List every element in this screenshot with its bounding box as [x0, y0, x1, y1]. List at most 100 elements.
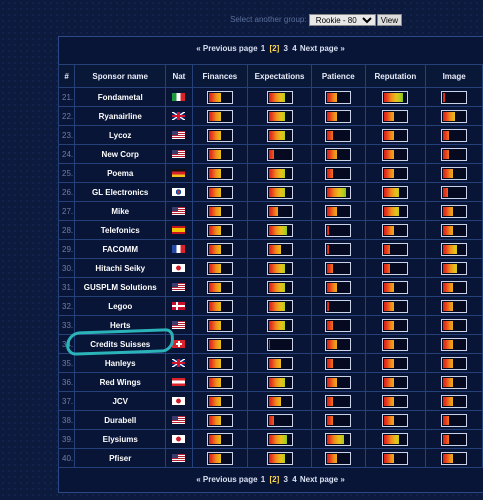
- rating-fill: [327, 187, 346, 197]
- image-cell: [425, 296, 483, 316]
- rating-fill: [268, 301, 286, 311]
- prev-page-link[interactable]: « Previous page: [196, 44, 258, 53]
- finances-cell: [191, 239, 249, 259]
- sponsor-name[interactable]: Legoo: [74, 296, 167, 316]
- sponsor-name[interactable]: FACOMM: [74, 239, 167, 259]
- sponsor-name[interactable]: Durabell: [74, 410, 167, 430]
- table-row: 27. Mike: [57, 201, 483, 221]
- patience-cell: [310, 125, 366, 145]
- rating-fill: [268, 282, 286, 292]
- finances-rating-bar: [206, 299, 233, 313]
- rating-fill: [268, 244, 281, 254]
- expectations-rating-bar: [266, 166, 293, 180]
- nationality-cell: [165, 429, 193, 449]
- rating-fill: [327, 206, 338, 216]
- rating-fill: [443, 225, 454, 235]
- flag-us-icon: [172, 283, 186, 292]
- sponsor-name[interactable]: Poema: [74, 163, 167, 183]
- sponsor-name[interactable]: Red Wings: [74, 372, 167, 392]
- patience-rating-bar: [325, 299, 352, 313]
- rating-fill: [384, 358, 395, 368]
- image-cell: [425, 258, 483, 278]
- rating-fill: [268, 206, 279, 216]
- reputation-cell: [364, 144, 427, 164]
- finances-rating-bar: [206, 394, 233, 408]
- finances-rating-bar: [206, 280, 233, 294]
- sponsor-name[interactable]: Fondametal: [74, 87, 167, 107]
- rating-fill: [208, 206, 221, 216]
- finances-rating-bar: [206, 147, 233, 161]
- sponsor-name[interactable]: Ryanairline: [74, 106, 167, 126]
- sponsor-name[interactable]: Hitachi Seiky: [74, 258, 167, 278]
- rating-fill: [327, 301, 330, 311]
- sponsor-name[interactable]: GL Electronics: [74, 182, 167, 202]
- image-cell: [425, 410, 483, 430]
- reputation-rating-bar: [382, 337, 409, 351]
- rating-fill: [443, 453, 454, 463]
- rating-fill: [384, 339, 395, 349]
- rating-fill: [268, 320, 286, 330]
- rating-fill: [268, 168, 286, 178]
- sponsor-name[interactable]: Hanleys: [74, 353, 167, 373]
- sponsor-name[interactable]: Lycoz: [74, 125, 167, 145]
- expectations-cell: [247, 163, 312, 183]
- next-page-link-bottom[interactable]: Next page »: [299, 475, 345, 484]
- expectations-rating-bar: [266, 185, 293, 199]
- expectations-rating-bar: [266, 242, 293, 256]
- image-cell: [425, 429, 483, 449]
- reputation-rating-bar: [382, 356, 409, 370]
- table-row: 26. GL Electronics: [57, 182, 483, 202]
- table-row: 39. Elysiums: [57, 429, 483, 449]
- page-link-1[interactable]: 1: [260, 44, 266, 53]
- flag-es-icon: [172, 226, 186, 235]
- rating-fill: [443, 396, 454, 406]
- expectations-cell: [247, 258, 312, 278]
- finances-rating-bar: [206, 109, 233, 123]
- page-link-4[interactable]: 4: [292, 44, 297, 53]
- group-select[interactable]: Rookie - 80: [308, 14, 376, 26]
- page-link-3-bottom[interactable]: 3: [283, 475, 288, 484]
- sponsor-name[interactable]: Credits Suisses: [74, 334, 167, 354]
- expectations-rating-bar: [266, 318, 293, 332]
- expectations-rating-bar: [266, 337, 293, 351]
- rating-fill: [327, 339, 338, 349]
- image-rating-bar: [441, 147, 468, 161]
- sponsor-name[interactable]: Elysiums: [74, 429, 167, 449]
- rating-fill: [327, 282, 338, 292]
- patience-rating-bar: [325, 394, 352, 408]
- finances-cell: [191, 258, 249, 278]
- page-link-3[interactable]: 3: [283, 44, 288, 53]
- sponsor-name[interactable]: Pfiser: [74, 448, 167, 468]
- sponsor-name[interactable]: GUSPLM Solutions: [74, 277, 167, 297]
- rating-fill: [443, 130, 449, 140]
- reputation-rating-bar: [382, 223, 409, 237]
- expectations-rating-bar: [266, 413, 293, 427]
- image-rating-bar: [441, 166, 468, 180]
- sponsor-name[interactable]: Telefonics: [74, 220, 167, 240]
- sponsor-name[interactable]: JCV: [74, 391, 167, 411]
- page-link-4-bottom[interactable]: 4: [292, 475, 297, 484]
- reputation-rating-bar: [382, 204, 409, 218]
- table-row: 34. Credits Suisses: [57, 334, 483, 354]
- col-header-expectations: Expectations: [247, 64, 312, 88]
- expectations-rating-bar: [266, 147, 293, 161]
- image-cell: [425, 448, 483, 468]
- row-number: 28.: [57, 220, 76, 240]
- expectations-rating-bar: [266, 356, 293, 370]
- nationality-cell: [165, 239, 193, 259]
- rating-fill: [443, 377, 454, 387]
- sponsor-name[interactable]: New Corp: [74, 144, 167, 164]
- reputation-cell: [364, 429, 427, 449]
- finances-rating-bar: [206, 242, 233, 256]
- next-page-link[interactable]: Next page »: [299, 44, 345, 53]
- patience-cell: [310, 296, 366, 316]
- prev-page-link-bottom[interactable]: « Previous page: [196, 475, 258, 484]
- page-link-1-bottom[interactable]: 1: [260, 475, 266, 484]
- rating-fill: [384, 92, 404, 102]
- rating-fill: [268, 92, 286, 102]
- view-button[interactable]: View: [376, 14, 402, 26]
- table-row: 24. New Corp: [57, 144, 483, 164]
- sponsor-name[interactable]: Herts: [74, 315, 167, 335]
- sponsor-name[interactable]: Mike: [74, 201, 167, 221]
- image-cell: [425, 182, 483, 202]
